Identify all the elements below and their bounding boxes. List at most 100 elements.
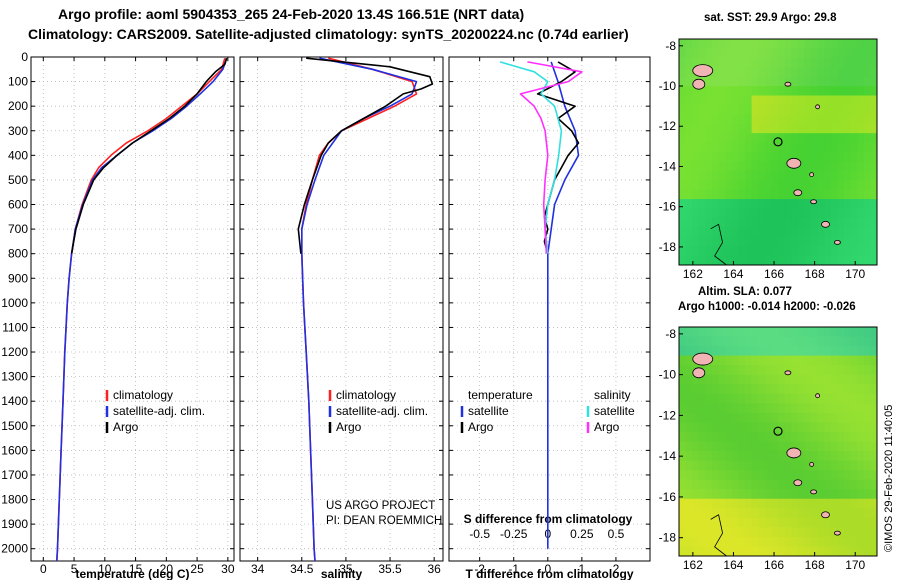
map-cell bbox=[797, 365, 805, 376]
map-cell bbox=[837, 39, 845, 49]
map-cell bbox=[718, 365, 726, 376]
map-cell bbox=[731, 152, 739, 162]
map-cell bbox=[705, 114, 713, 125]
map-cell bbox=[738, 142, 746, 153]
map-cell bbox=[725, 255, 733, 266]
map-cell bbox=[679, 199, 687, 209]
map-cell bbox=[705, 460, 713, 471]
map-cell bbox=[778, 412, 786, 423]
map-cell bbox=[811, 393, 819, 404]
map-cell bbox=[824, 170, 832, 181]
map-cell bbox=[850, 95, 858, 106]
lon-tick-label: 170 bbox=[845, 558, 865, 572]
map-cell bbox=[764, 403, 772, 414]
map-cell bbox=[751, 365, 759, 376]
map-cell bbox=[784, 255, 792, 266]
map-cell bbox=[791, 180, 799, 191]
map-cell bbox=[791, 536, 799, 547]
map-cell bbox=[712, 170, 720, 181]
map-cell bbox=[850, 460, 858, 471]
map-cell bbox=[797, 346, 805, 357]
map-cell bbox=[679, 346, 687, 357]
map-cell bbox=[718, 336, 726, 347]
map-cell bbox=[698, 470, 706, 481]
sal-legend-label: Argo bbox=[336, 420, 362, 434]
map-cell bbox=[863, 142, 871, 153]
map-cell bbox=[784, 546, 792, 557]
map-cell bbox=[791, 460, 799, 471]
map-cell bbox=[778, 95, 786, 106]
map-cell bbox=[718, 170, 726, 181]
map-cell bbox=[817, 39, 825, 49]
map-cell bbox=[731, 431, 739, 442]
map-cell bbox=[679, 180, 687, 191]
map-cell bbox=[791, 208, 799, 219]
map-cell bbox=[718, 67, 726, 78]
map-cell bbox=[863, 39, 871, 49]
timestamp-stamp: ©IMOS 29-Feb-2020 11:40:05 bbox=[883, 404, 895, 552]
map-cell bbox=[870, 123, 878, 134]
series-satellite-sal bbox=[300, 57, 418, 562]
island bbox=[793, 189, 803, 197]
map-cell bbox=[685, 114, 693, 125]
map-cell bbox=[679, 517, 687, 528]
map-cell bbox=[731, 142, 739, 153]
map-cell bbox=[751, 208, 759, 219]
map-cell bbox=[718, 161, 726, 172]
map-cell bbox=[725, 39, 733, 49]
map-cell bbox=[718, 489, 726, 500]
map-cell bbox=[804, 236, 812, 247]
map-cell bbox=[705, 180, 713, 191]
y-tick-label: 1300 bbox=[1, 370, 28, 384]
map-cell bbox=[712, 123, 720, 134]
map-cell bbox=[870, 67, 878, 78]
map-cell bbox=[811, 460, 819, 471]
map-cell bbox=[837, 255, 845, 266]
map-cell bbox=[784, 123, 792, 134]
map-cell bbox=[797, 57, 805, 68]
map-cell bbox=[870, 255, 878, 266]
map-cell bbox=[692, 152, 700, 162]
map-cell bbox=[718, 227, 726, 238]
map-cell bbox=[804, 133, 812, 144]
map-cell bbox=[857, 86, 865, 96]
map-cell bbox=[804, 412, 812, 423]
map-cell bbox=[837, 104, 845, 115]
map-cell bbox=[791, 246, 799, 257]
map-cell bbox=[771, 227, 779, 238]
map-cell bbox=[705, 384, 713, 395]
map-cell bbox=[863, 451, 871, 462]
map-cell bbox=[771, 180, 779, 191]
map-cell bbox=[837, 517, 845, 528]
map-cell bbox=[811, 355, 819, 366]
map-cell bbox=[685, 451, 693, 462]
map-cell bbox=[698, 451, 706, 462]
map-cell bbox=[758, 95, 766, 106]
map-cell bbox=[850, 227, 858, 238]
series-argo-temp bbox=[70, 57, 228, 254]
map-cell bbox=[731, 365, 739, 376]
map-cell bbox=[738, 517, 746, 528]
map-cell bbox=[725, 536, 733, 547]
map-cell bbox=[837, 327, 845, 338]
map-cell bbox=[738, 180, 746, 191]
map-cell bbox=[857, 374, 865, 385]
map-cell bbox=[870, 346, 878, 357]
map-cell bbox=[804, 217, 812, 228]
map-cell bbox=[837, 336, 845, 347]
map-cell bbox=[692, 133, 700, 144]
map-cell bbox=[857, 57, 865, 68]
map-cell bbox=[784, 152, 792, 162]
map-cell bbox=[837, 180, 845, 191]
map-cell bbox=[718, 422, 726, 433]
map-cell bbox=[784, 227, 792, 238]
map-cell bbox=[817, 95, 825, 106]
map-cell bbox=[811, 517, 819, 528]
y-tick-label: 200 bbox=[8, 99, 28, 113]
map-cell bbox=[791, 527, 799, 538]
map-cell bbox=[679, 114, 687, 125]
map-cell bbox=[692, 422, 700, 433]
map-cell bbox=[764, 123, 772, 134]
map-cell bbox=[811, 479, 819, 490]
map-cell bbox=[745, 208, 753, 219]
